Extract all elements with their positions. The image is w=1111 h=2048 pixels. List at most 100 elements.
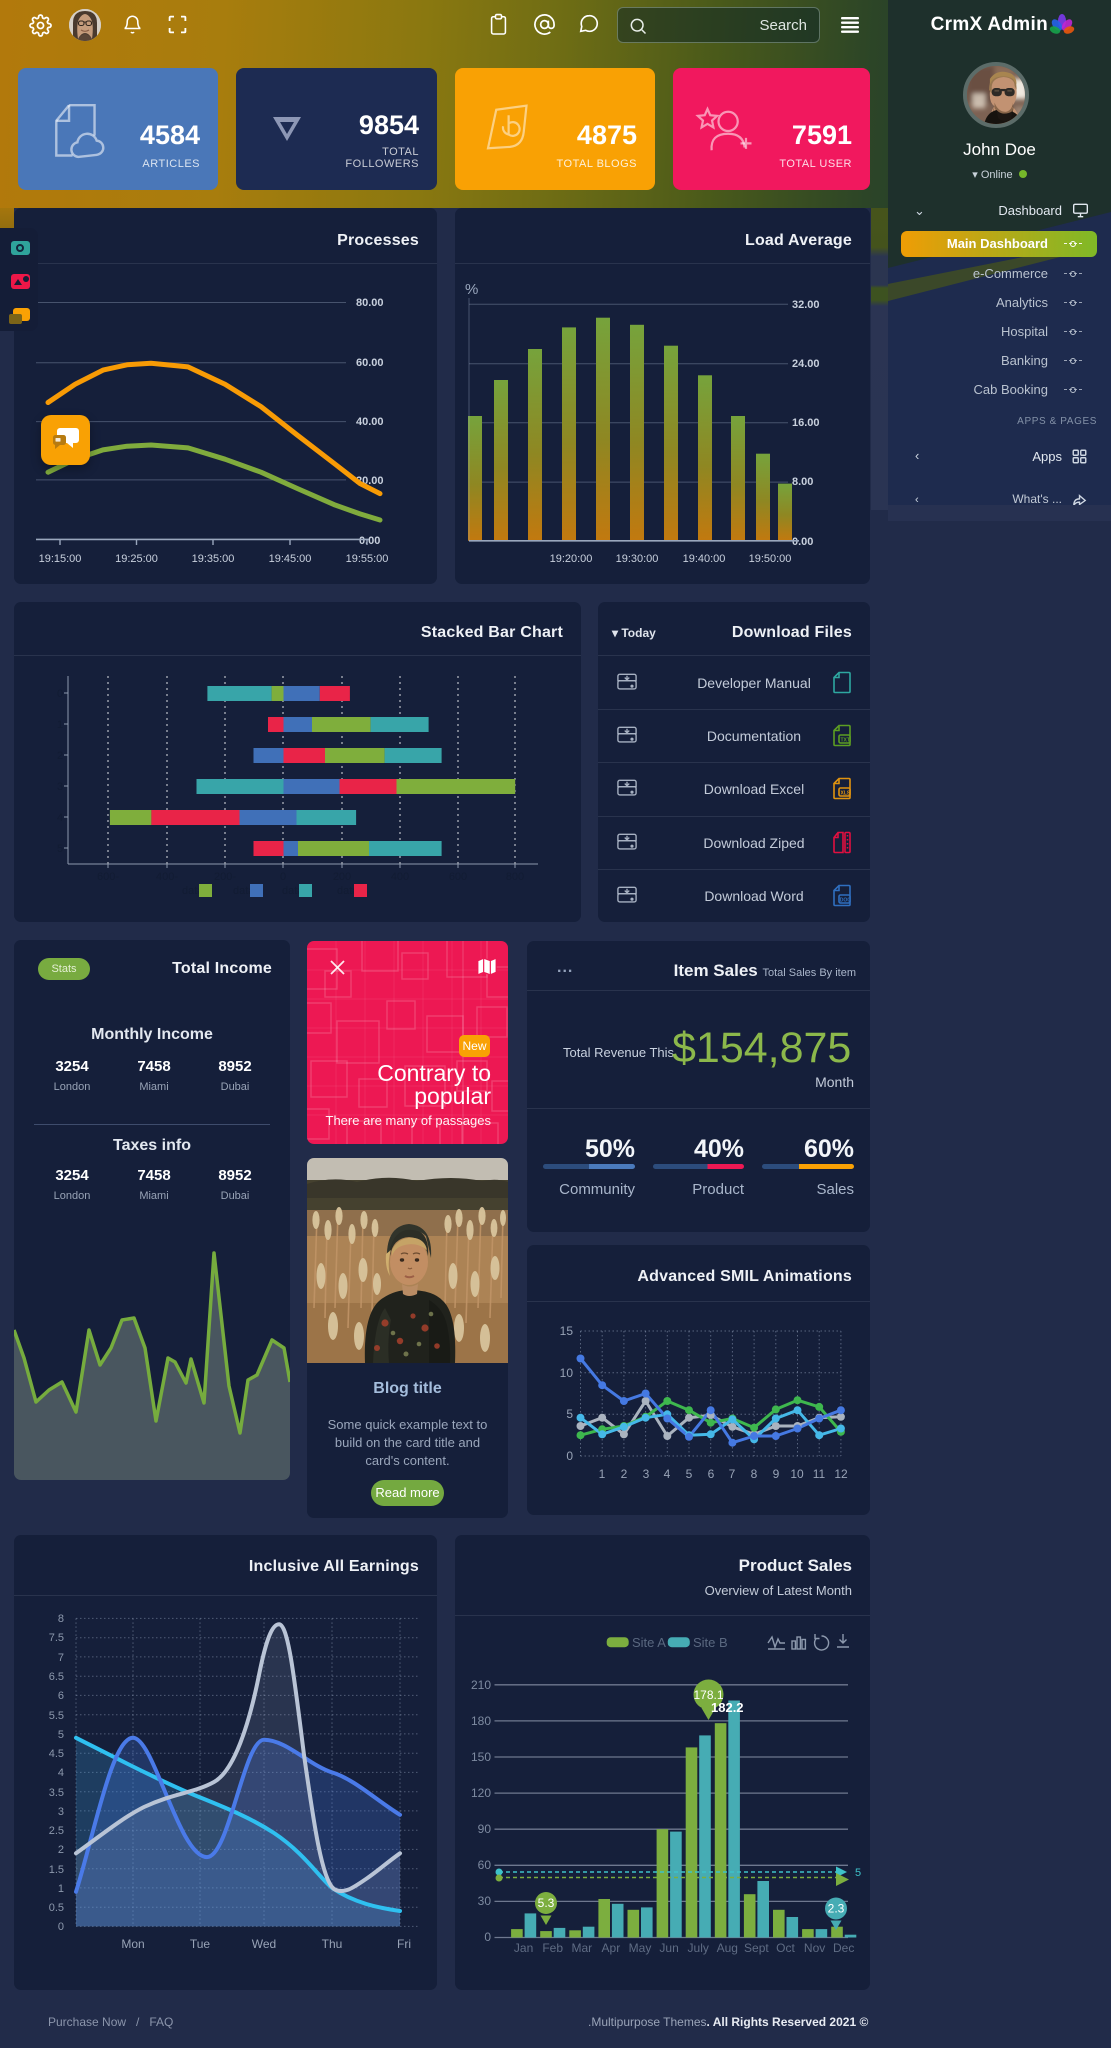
svg-text:Site B: Site B xyxy=(693,1635,728,1650)
svg-text:1.5: 1.5 xyxy=(49,1864,64,1876)
svg-text:10: 10 xyxy=(790,1467,804,1481)
svg-text:4: 4 xyxy=(58,1767,64,1779)
svg-text:8: 8 xyxy=(751,1467,758,1481)
svg-text:19:20:00: 19:20:00 xyxy=(550,553,593,565)
svg-text:178.1: 178.1 xyxy=(693,1688,723,1702)
svg-text:3: 3 xyxy=(57,781,63,793)
svg-text:Sept: Sept xyxy=(744,1941,769,1955)
svg-text:0: 0 xyxy=(566,1449,573,1463)
svg-text:6: 6 xyxy=(708,1467,715,1481)
svg-text:19:25:00: 19:25:00 xyxy=(115,553,158,565)
svg-text:4: 4 xyxy=(57,812,63,824)
svg-text:4.5: 4.5 xyxy=(49,1748,64,1760)
svg-text:5: 5 xyxy=(58,1729,64,1741)
svg-text:12: 12 xyxy=(834,1467,848,1481)
svg-text:19:45:00: 19:45:00 xyxy=(269,553,312,565)
svg-text:July: July xyxy=(688,1941,709,1955)
svg-text:0: 0 xyxy=(58,1921,64,1933)
svg-text:60.00: 60.00 xyxy=(356,357,384,369)
svg-text:210: 210 xyxy=(471,1678,491,1692)
svg-text:800: 800 xyxy=(506,871,524,883)
svg-text:0.5: 0.5 xyxy=(49,1902,64,1914)
svg-text:7: 7 xyxy=(58,1652,64,1664)
svg-text:Wed: Wed xyxy=(252,1937,276,1951)
svg-text:19:55:00: 19:55:00 xyxy=(346,553,389,565)
svg-text:Dec: Dec xyxy=(833,1941,854,1955)
svg-text:600: 600 xyxy=(449,871,467,883)
svg-text:180: 180 xyxy=(471,1714,491,1728)
svg-text:60: 60 xyxy=(478,1858,492,1872)
svg-text:24.00: 24.00 xyxy=(792,358,820,370)
svg-text:5: 5 xyxy=(686,1467,693,1481)
svg-text:Nov: Nov xyxy=(804,1941,825,1955)
svg-text:TXT: TXT xyxy=(841,738,850,744)
svg-text:4: 4 xyxy=(664,1467,671,1481)
svg-text:Mar: Mar xyxy=(571,1941,592,1955)
svg-text:1: 1 xyxy=(599,1467,606,1481)
svg-text:5.3: 5.3 xyxy=(538,1896,555,1910)
svg-text:120: 120 xyxy=(471,1786,491,1800)
svg-text:19:30:00: 19:30:00 xyxy=(616,553,659,565)
svg-text:16.00: 16.00 xyxy=(792,417,820,429)
svg-text:80.00: 80.00 xyxy=(356,297,384,309)
svg-text:1: 1 xyxy=(57,719,63,731)
svg-text:3: 3 xyxy=(643,1467,650,1481)
svg-text:2: 2 xyxy=(621,1467,628,1481)
svg-text:0.00: 0.00 xyxy=(359,535,380,547)
svg-text:6.5: 6.5 xyxy=(49,1671,64,1683)
svg-text:2.5: 2.5 xyxy=(49,1825,64,1837)
svg-text:1: 1 xyxy=(58,1883,64,1895)
svg-text:5: 5 xyxy=(566,1407,573,1421)
svg-text:Jan: Jan xyxy=(514,1941,533,1955)
svg-text:2: 2 xyxy=(57,750,63,762)
svg-text:%: % xyxy=(465,281,478,298)
svg-text:200-: 200- xyxy=(214,871,236,883)
svg-text:0: 0 xyxy=(57,688,63,700)
svg-text:400: 400 xyxy=(391,871,409,883)
svg-text:7.5: 7.5 xyxy=(49,1632,64,1644)
svg-text:11: 11 xyxy=(813,1467,826,1481)
svg-text:90: 90 xyxy=(478,1822,492,1836)
svg-text:Mon: Mon xyxy=(121,1937,144,1951)
svg-text:5.5: 5.5 xyxy=(49,1710,64,1722)
svg-text:0: 0 xyxy=(280,871,286,883)
svg-text:Oct: Oct xyxy=(776,1941,795,1955)
svg-text:Jun: Jun xyxy=(659,1941,678,1955)
svg-text:40.00: 40.00 xyxy=(356,416,384,428)
svg-text:2: 2 xyxy=(58,1844,64,1856)
svg-text:0.00: 0.00 xyxy=(792,536,813,548)
svg-text:10: 10 xyxy=(560,1366,574,1380)
svg-text:182.2: 182.2 xyxy=(711,1700,744,1715)
svg-text:19:50:00: 19:50:00 xyxy=(749,553,792,565)
svg-text:200: 200 xyxy=(333,871,351,883)
svg-text:2.3: 2.3 xyxy=(828,1902,845,1916)
svg-text:6: 6 xyxy=(58,1690,64,1702)
svg-text:19:35:00: 19:35:00 xyxy=(192,553,235,565)
svg-text:May: May xyxy=(629,1941,652,1955)
svg-text:DOC: DOC xyxy=(840,898,851,904)
svg-text:0: 0 xyxy=(484,1930,491,1944)
svg-text:8: 8 xyxy=(58,1613,64,1625)
svg-text:Fri: Fri xyxy=(397,1937,411,1951)
svg-text:5: 5 xyxy=(855,1867,861,1879)
svg-text:XLS: XLS xyxy=(841,791,851,797)
svg-text:8.00: 8.00 xyxy=(792,476,813,488)
svg-text:5: 5 xyxy=(57,843,63,855)
svg-text:30: 30 xyxy=(478,1894,492,1908)
svg-text:15: 15 xyxy=(560,1324,574,1338)
svg-text:3: 3 xyxy=(58,1806,64,1818)
svg-text:19:40:00: 19:40:00 xyxy=(683,553,726,565)
svg-text:7: 7 xyxy=(729,1467,736,1481)
svg-text:9: 9 xyxy=(773,1467,780,1481)
svg-text:32.00: 32.00 xyxy=(792,299,820,311)
svg-text:Thu: Thu xyxy=(322,1937,343,1951)
svg-text:600-: 600- xyxy=(97,871,119,883)
svg-text:Feb: Feb xyxy=(542,1941,563,1955)
svg-text:Apr: Apr xyxy=(602,1941,621,1955)
svg-text:Site A: Site A xyxy=(632,1635,666,1650)
svg-text:150: 150 xyxy=(471,1750,491,1764)
svg-text:Aug: Aug xyxy=(717,1941,738,1955)
svg-text:400-: 400- xyxy=(156,871,178,883)
svg-text:Tue: Tue xyxy=(190,1937,211,1951)
svg-text:3.5: 3.5 xyxy=(49,1787,64,1799)
